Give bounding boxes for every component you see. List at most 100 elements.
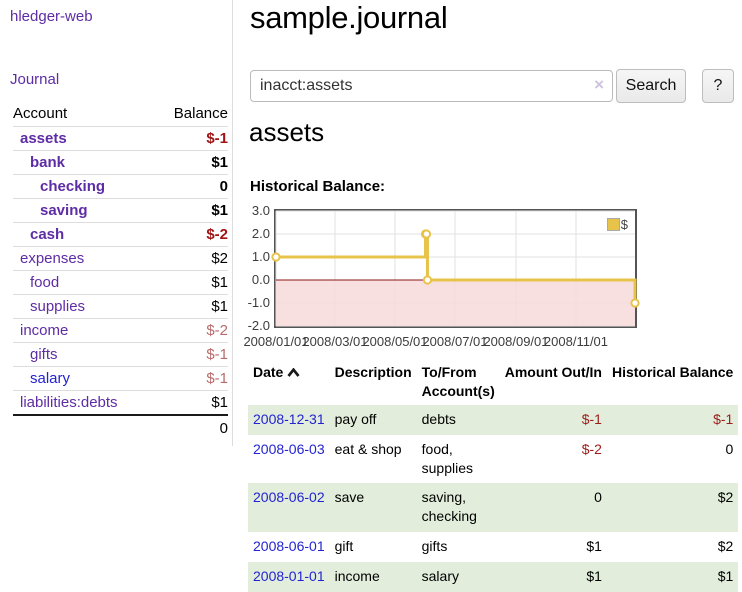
account-link[interactable]: gifts	[30, 346, 58, 363]
transaction-historical-balance: $1	[717, 568, 734, 585]
account-row: checking 0	[13, 174, 228, 199]
account-row: cash $-2	[13, 222, 228, 247]
y-axis-tick-label: 2.0	[251, 226, 270, 241]
account-balance: $1	[154, 270, 228, 295]
transaction-accounts: saving, checking	[421, 489, 477, 525]
clear-search-icon[interactable]: ×	[594, 75, 604, 94]
y-axis-tick-label: -1.0	[247, 295, 270, 310]
account-balance: $-1	[154, 342, 228, 367]
register-header-row: Date Description To/From Account(s) Amou…	[248, 358, 738, 405]
account-balance: $-2	[154, 318, 228, 343]
sidebar-item-journal[interactable]: Journal	[10, 71, 60, 88]
account-balance: $1	[154, 150, 228, 175]
register-row: 2008-06-02 save saving, checking 0 $2	[248, 483, 739, 533]
register-header-historical: Historical Balance	[611, 364, 734, 380]
help-button[interactable]: ?	[702, 69, 734, 103]
y-axis-tick-label: 1.0	[251, 249, 270, 264]
account-link[interactable]: checking	[40, 178, 106, 195]
account-row: liabilities:debts $1	[13, 390, 228, 415]
x-axis-tick-label: 2008/03/01	[302, 334, 368, 349]
account-heading: assets	[249, 117, 325, 147]
accounts-table: Account Balance assets $-1 bank $1 check…	[13, 102, 228, 441]
transaction-date-link[interactable]: 2008-06-01	[253, 538, 325, 555]
app-title-link[interactable]: hledger-web	[10, 8, 93, 25]
chart-legend: $	[606, 217, 628, 232]
sort-ascending-icon	[287, 363, 300, 382]
account-balance: 0	[154, 174, 228, 199]
accounts-header-account: Account	[13, 105, 68, 122]
search-form: × Search ?	[250, 68, 742, 104]
account-balance: $1	[154, 294, 228, 319]
account-row: gifts $-1	[13, 342, 228, 367]
account-balance: $1	[154, 390, 228, 415]
register-table: Date Description To/From Account(s) Amou…	[248, 358, 739, 592]
account-link[interactable]: bank	[30, 154, 66, 171]
transaction-amount: 0	[594, 489, 602, 506]
account-link[interactable]: salary	[30, 370, 71, 387]
account-row: salary $-1	[13, 366, 228, 391]
transaction-amount: $-2	[581, 440, 602, 457]
transaction-description: eat & shop	[334, 440, 402, 457]
register-header-date[interactable]: Date	[248, 358, 330, 405]
transaction-accounts: food, supplies	[421, 440, 474, 476]
account-link[interactable]: supplies	[30, 298, 86, 315]
account-row: food $1	[13, 270, 228, 295]
transaction-amount: $1	[586, 538, 602, 555]
account-link[interactable]: liabilities:debts	[20, 394, 118, 411]
account-link[interactable]: expenses	[20, 250, 85, 267]
account-balance: $1	[154, 198, 228, 223]
account-row: assets $-1	[13, 126, 228, 151]
account-balance: $-1	[154, 366, 228, 391]
transaction-accounts: gifts	[421, 538, 448, 555]
transaction-date-link[interactable]: 2008-12-31	[253, 410, 325, 427]
register-header-accounts: To/From Account(s)	[421, 364, 495, 399]
transaction-date-link[interactable]: 2008-06-02	[253, 489, 325, 506]
account-balance: $-1	[154, 126, 228, 151]
chart-plot-area[interactable]: $	[271, 209, 640, 328]
legend-label: $	[620, 217, 628, 232]
transaction-description: income	[334, 568, 380, 585]
register-row: 2008-01-01 income salary $1 $1	[248, 562, 739, 592]
account-row: bank $1	[13, 150, 228, 175]
account-row: saving $1	[13, 198, 228, 223]
account-link[interactable]: income	[20, 322, 69, 339]
transaction-description: pay off	[334, 410, 377, 427]
account-link[interactable]: cash	[30, 226, 65, 243]
transaction-historical-balance: $2	[717, 489, 734, 506]
chart-title: Historical Balance:	[250, 178, 386, 195]
search-input[interactable]	[250, 70, 613, 102]
transaction-amount: $-1	[581, 410, 602, 427]
x-axis-tick-label: 2008/01/01	[243, 334, 309, 349]
transaction-date-link[interactable]: 2008-06-03	[253, 440, 325, 457]
account-row: expenses $2	[13, 246, 228, 271]
accounts-header-balance: Balance	[173, 105, 228, 122]
account-link[interactable]: saving	[40, 202, 88, 219]
register-header-description: Description	[334, 364, 412, 380]
transaction-historical-balance: 0	[725, 440, 734, 457]
transaction-historical-balance: $2	[717, 538, 734, 555]
account-balance: $-2	[154, 222, 228, 247]
register-row: 2008-12-31 pay off debts $-1 $-1	[248, 404, 739, 435]
account-link[interactable]: food	[30, 274, 60, 291]
account-row: income $-2	[13, 318, 228, 343]
x-axis-tick-label: 2008/11/01	[543, 334, 609, 349]
account-row: supplies $1	[13, 294, 228, 319]
transaction-accounts: debts	[421, 410, 456, 427]
transaction-accounts: salary	[421, 568, 459, 585]
main-panel: sample.journal × Search ? assets Histori…	[233, 0, 742, 592]
page-title: sample.journal	[250, 0, 448, 35]
transaction-description: gift	[334, 538, 354, 555]
historical-balance-chart[interactable]: $3.0 2.0 1.0 0.0 -1.0 -2.0 2008/01/01 2008/03/0…	[240, 203, 660, 353]
x-axis-tick-label: 2008/09/01	[483, 334, 549, 349]
accounts-total-row: 0	[13, 414, 228, 441]
legend-swatch	[606, 218, 620, 231]
transaction-historical-balance: $-1	[713, 410, 734, 427]
sidebar: hledger-web Journal Account Balance asse…	[0, 0, 233, 446]
transaction-date-link[interactable]: 2008-01-01	[253, 568, 325, 585]
register-row: 2008-06-01 gift gifts $1 $2	[248, 532, 738, 562]
y-axis-tick-label: 0.0	[251, 272, 270, 287]
search-button[interactable]: Search	[616, 69, 686, 103]
accounts-total-balance: 0	[154, 414, 228, 441]
account-link[interactable]: assets	[20, 130, 67, 147]
x-axis-tick-label: 2008/05/01	[362, 334, 428, 349]
